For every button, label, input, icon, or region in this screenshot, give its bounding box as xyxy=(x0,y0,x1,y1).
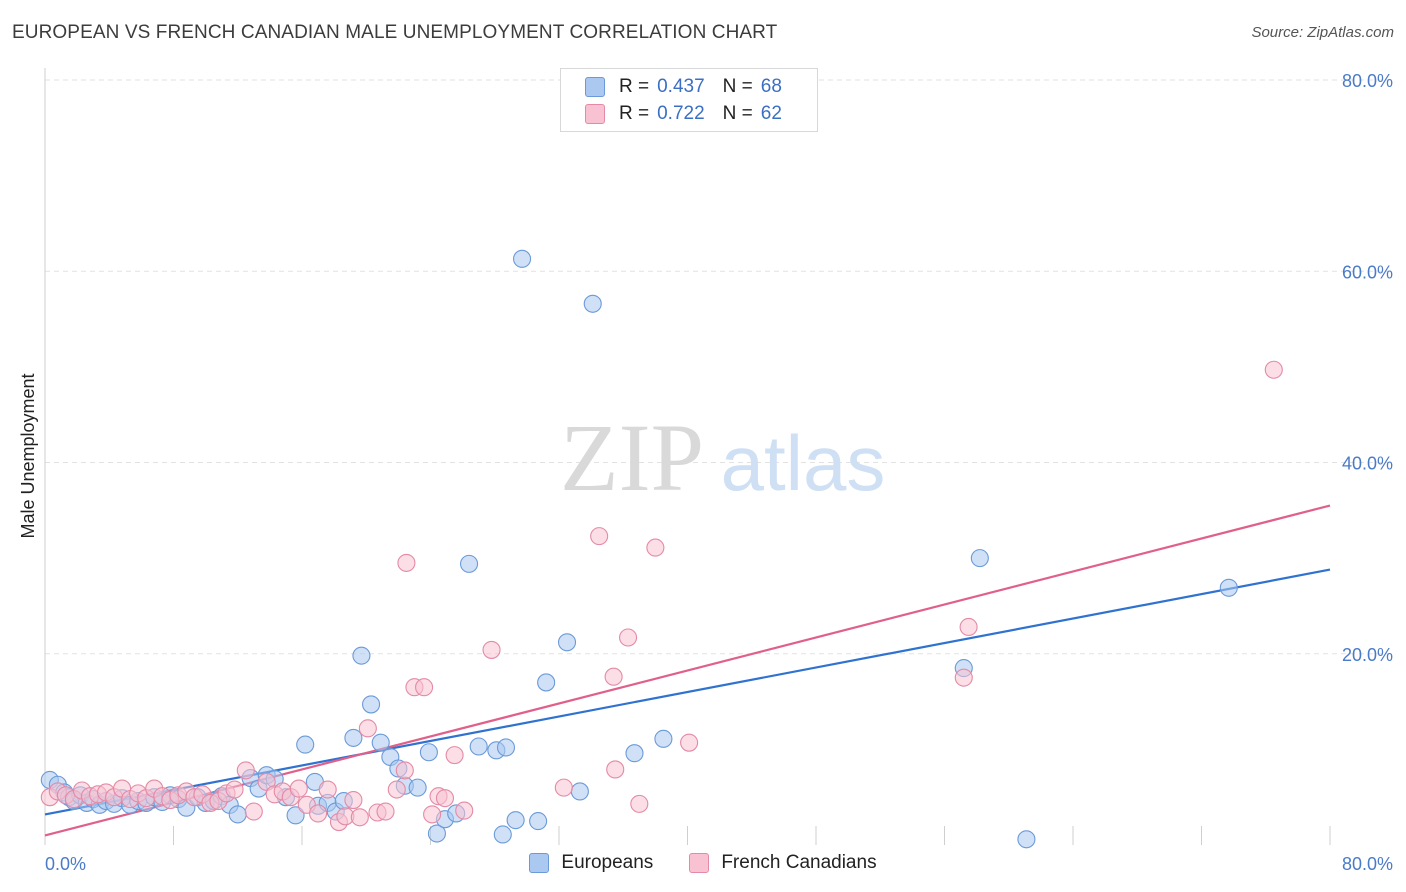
french-canadians-point xyxy=(397,553,416,572)
europeans-point xyxy=(371,733,390,752)
french-canadians-point xyxy=(423,805,442,824)
europeans-point xyxy=(419,743,438,762)
legend-r-label: R = xyxy=(619,103,650,124)
europeans-point xyxy=(506,811,525,830)
y-axis-title: Male Unemployment xyxy=(18,373,38,538)
french-canadians-point xyxy=(604,667,623,686)
y-tick-label: 40.0% xyxy=(1342,454,1393,474)
x-tick-label: 0.0% xyxy=(45,854,86,874)
europeans-point xyxy=(493,825,512,844)
legend-swatch-europeans xyxy=(529,853,550,873)
french-canadians-point xyxy=(236,761,255,780)
french-canadians-point xyxy=(435,789,455,808)
europeans-point xyxy=(537,673,556,692)
legend-r-value: 0.722 xyxy=(657,103,705,124)
europeans-point xyxy=(529,812,548,831)
french-canadians-point xyxy=(415,678,434,697)
french-canadians-point xyxy=(646,538,665,557)
french-canadians-point xyxy=(482,640,501,659)
europeans-point xyxy=(296,735,315,754)
french-canadians-point xyxy=(244,802,263,821)
europeans-point xyxy=(513,249,532,268)
europeans-point xyxy=(408,778,427,797)
europeans-point xyxy=(352,646,371,665)
french-canadians-point xyxy=(225,780,244,799)
french-canadians-point xyxy=(590,527,609,546)
legend-swatch-europeans xyxy=(585,77,605,97)
y-tick-label: 60.0% xyxy=(1342,262,1393,282)
french-canadians-point xyxy=(445,746,464,765)
french-canadians-point xyxy=(554,778,573,797)
legend-n-label: N = xyxy=(722,76,753,97)
french-canadians-point xyxy=(630,794,649,813)
europeans-point xyxy=(459,554,479,573)
europeans-point xyxy=(362,695,381,714)
europeans-trend-line xyxy=(44,568,1331,816)
french-canadians-point xyxy=(376,802,395,821)
watermark-zip: ZIP xyxy=(560,404,704,511)
legend-n-label: N = xyxy=(722,103,753,124)
legend-r-value: 0.437 xyxy=(657,76,705,97)
data-points xyxy=(40,249,1283,849)
french-canadians-point xyxy=(606,760,625,779)
french-canadians-point xyxy=(358,719,377,738)
french-canadians-point xyxy=(619,628,638,647)
french-canadians-point xyxy=(309,804,328,823)
europeans-point xyxy=(557,633,577,652)
y-tick-label: 20.0% xyxy=(1342,645,1393,665)
y-tick-label: 80.0% xyxy=(1342,71,1393,91)
bottom-legend: Europeans French Canadians xyxy=(0,852,1406,874)
french-canadians-point xyxy=(395,761,414,780)
grid-lines xyxy=(45,79,1392,655)
europeans-point xyxy=(427,824,446,843)
french-canadians-point xyxy=(350,808,369,827)
europeans-point xyxy=(344,728,363,747)
french-canadians-point xyxy=(680,733,699,752)
french-canadians-point xyxy=(1264,360,1283,379)
x-tick-label: 80.0% xyxy=(1342,854,1393,874)
europeans-point xyxy=(1219,578,1238,597)
french-canadians-point xyxy=(455,801,474,820)
watermark-atlas: atlas xyxy=(721,419,886,507)
legend-item-europeans[interactable]: Europeans xyxy=(529,852,653,874)
french-canadians-point xyxy=(954,668,973,687)
legend-swatch-french-canadians xyxy=(689,853,710,873)
legend-label-europeans: Europeans xyxy=(561,852,654,873)
europeans-point xyxy=(654,729,673,748)
legend-row-europeans: R = 0.437 N = 68 xyxy=(585,73,782,101)
europeans-point xyxy=(970,549,989,568)
source-label: Source: ZipAtlas.com xyxy=(1251,24,1394,41)
europeans-point xyxy=(570,782,589,801)
legend: R = 0.437 N = 68 R = 0.722 N = 62 xyxy=(560,68,818,132)
french-canadians-point xyxy=(318,780,337,799)
europeans-point xyxy=(1017,830,1036,849)
legend-label-french-canadians: French Canadians xyxy=(721,852,877,873)
europeans-point xyxy=(469,737,488,756)
tick-labels: 20.0% 40.0% 60.0% 80.0% 0.0% 80.0% xyxy=(45,71,1393,874)
europeans-point xyxy=(625,744,644,763)
legend-swatch-french-canadians xyxy=(585,104,605,124)
legend-n-value: 68 xyxy=(760,76,782,97)
europeans-point xyxy=(286,806,305,825)
legend-r-label: R = xyxy=(619,76,650,97)
legend-n-value: 62 xyxy=(760,103,782,124)
french-canadians-point xyxy=(387,780,406,799)
watermark: ZIP atlas xyxy=(560,404,885,511)
europeans-point xyxy=(496,738,516,757)
french-canadians-point xyxy=(344,791,363,810)
europeans-point xyxy=(583,294,602,313)
europeans-point xyxy=(228,805,247,824)
french-canadians-point xyxy=(959,617,978,637)
french-canadians-point xyxy=(289,779,308,798)
legend-row-french-canadians: R = 0.722 N = 62 xyxy=(585,100,782,128)
axes xyxy=(44,68,1331,845)
chart-title: EUROPEAN VS FRENCH CANADIAN MALE UNEMPLO… xyxy=(12,22,778,43)
legend-item-french-canadians[interactable]: French Canadians xyxy=(689,852,877,874)
